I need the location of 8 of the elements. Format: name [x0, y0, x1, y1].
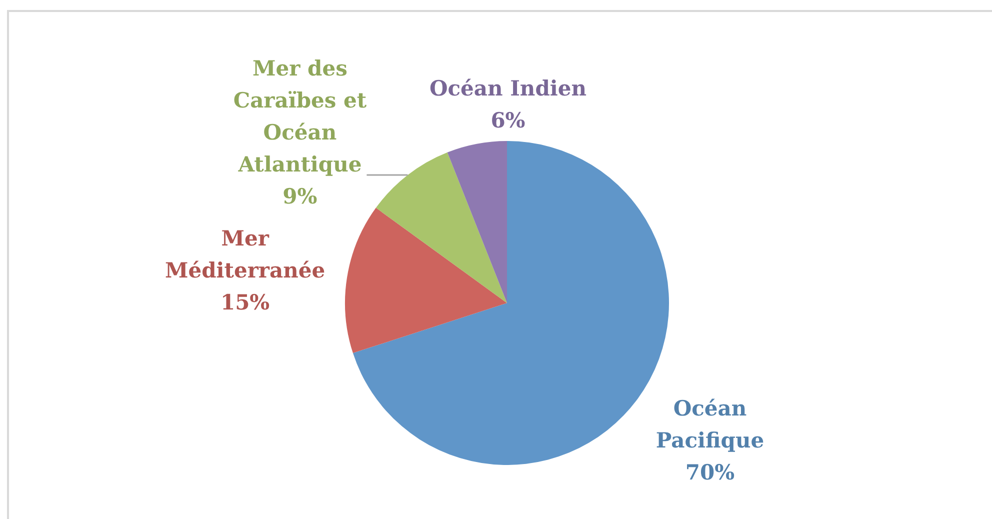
slice-label: Océan Pacifique — [656, 395, 764, 452]
slice-label: Océan Indien — [429, 75, 586, 100]
data-label: 70% — [685, 459, 735, 484]
slice-label: Mer Méditerranée — [165, 226, 326, 283]
data-label: 15% — [220, 290, 270, 315]
data-label: 6% — [490, 107, 526, 132]
data-label: 9% — [282, 183, 318, 208]
slice-label: Mer des Caraïbes et Océan Atlantique — [233, 55, 367, 176]
